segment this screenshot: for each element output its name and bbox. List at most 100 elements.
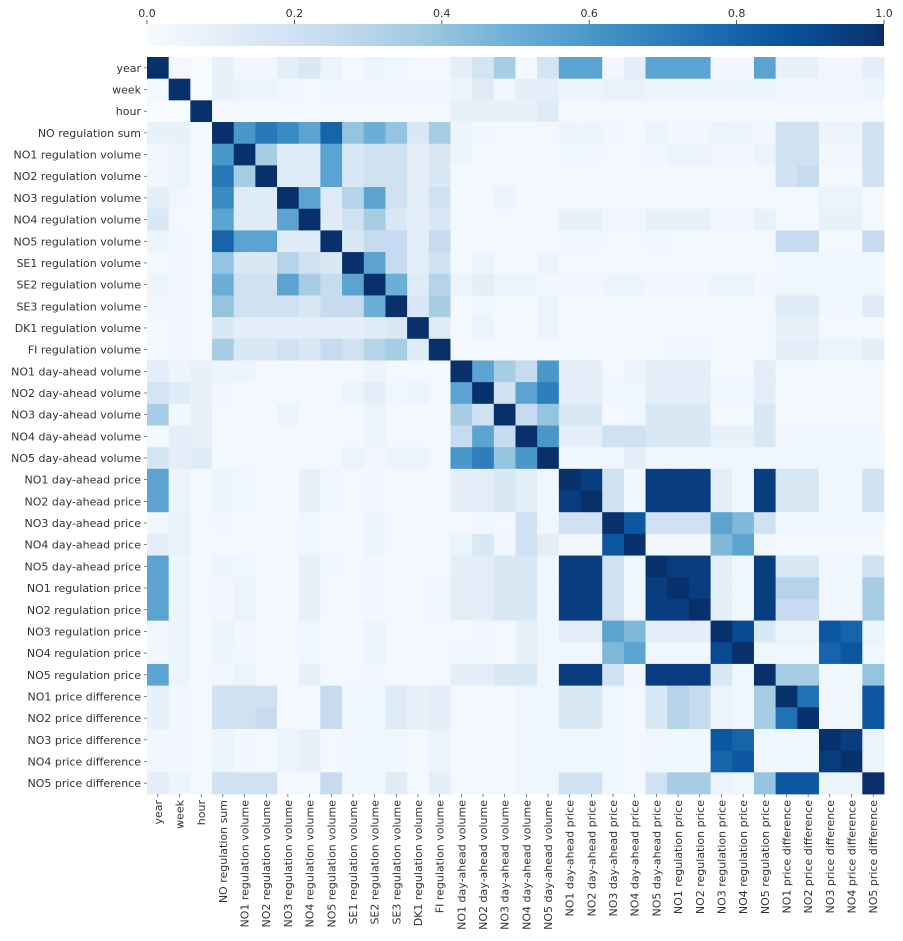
y-tick-label-no2-day-ahead-price: NO2 day-ahead price — [25, 495, 142, 508]
heatmap-cell — [710, 100, 733, 123]
heatmap-cell — [493, 577, 516, 600]
heatmap-cell — [515, 772, 538, 795]
heatmap-cell — [775, 642, 798, 665]
heatmap-cell — [775, 468, 798, 491]
heatmap-cell — [797, 252, 820, 275]
heatmap-cell — [515, 317, 538, 340]
heatmap-cell — [645, 468, 668, 491]
heatmap-cell — [407, 252, 430, 275]
heatmap-cell — [710, 78, 733, 101]
heatmap-cell — [558, 100, 581, 123]
heatmap-cell — [233, 533, 256, 556]
heatmap-cell — [732, 208, 755, 231]
heatmap-cell — [645, 555, 668, 578]
heatmap-cell — [298, 663, 321, 687]
heatmap-cell — [515, 468, 538, 491]
heatmap-cell — [320, 512, 343, 535]
heatmap-cell — [840, 468, 863, 491]
heatmap-cell — [753, 468, 777, 491]
heatmap-cell — [298, 252, 321, 275]
heatmap-cell — [320, 620, 343, 643]
heatmap-cell — [320, 187, 343, 210]
heatmap-cell — [688, 620, 711, 643]
heatmap-cell — [775, 555, 798, 578]
heatmap-cell — [407, 772, 430, 795]
heatmap-cell — [623, 252, 646, 275]
heatmap-cell — [168, 750, 191, 773]
heatmap-cell — [602, 425, 625, 448]
y-tick-label-no2-day-ahead-volume: NO2 day-ahead volume — [11, 387, 141, 400]
heatmap-cell — [818, 468, 842, 491]
heatmap-cell — [298, 642, 321, 665]
heatmap-cell — [862, 598, 885, 621]
heatmap-cell — [840, 252, 863, 275]
heatmap-cell — [342, 230, 365, 253]
heatmap-cell — [385, 230, 408, 253]
heatmap-cell — [450, 360, 473, 383]
heatmap-cell — [212, 317, 235, 340]
heatmap-cell — [623, 663, 646, 687]
heatmap-cell — [840, 447, 863, 470]
heatmap-cell — [190, 78, 213, 101]
heatmap-cell — [472, 707, 495, 730]
heatmap-cell — [645, 577, 668, 600]
heatmap-cell — [342, 490, 365, 513]
heatmap-cell — [753, 663, 777, 687]
y-tick-label-no2-regulation-price: NO2 regulation price — [27, 604, 141, 617]
heatmap-cell — [168, 382, 191, 405]
heatmap-cell — [385, 425, 408, 448]
heatmap-cell — [862, 143, 885, 166]
heatmap-cell — [298, 57, 321, 80]
heatmap-cell — [233, 555, 256, 578]
heatmap-cell — [342, 533, 365, 556]
x-tick-label-no1-regulation-price: NO1 regulation price — [672, 800, 685, 914]
heatmap-cell — [407, 533, 430, 556]
colorbar-gradient — [147, 24, 884, 46]
heatmap-cell — [233, 360, 256, 383]
heatmap-cell — [363, 230, 386, 253]
heatmap-cell — [147, 577, 170, 600]
heatmap-cell — [472, 772, 495, 795]
heatmap-cell — [493, 317, 516, 340]
heatmap-cell — [580, 642, 603, 665]
heatmap-cell — [753, 143, 777, 166]
heatmap-cell — [732, 642, 755, 665]
heatmap-cell — [407, 360, 430, 383]
heatmap-cell — [818, 230, 842, 253]
heatmap-cell — [233, 598, 256, 621]
heatmap-cell — [602, 252, 625, 275]
heatmap-cell — [168, 598, 191, 621]
heatmap-cell — [667, 685, 690, 708]
y-tick-label-no4-regulation-volume: NO4 regulation volume — [14, 214, 142, 227]
heatmap-cell — [623, 490, 646, 513]
heatmap-cell — [537, 403, 560, 426]
heatmap-cell — [732, 165, 755, 188]
heatmap-cell — [190, 772, 213, 795]
heatmap-cell — [407, 338, 430, 361]
heatmap-cell — [407, 447, 430, 470]
heatmap-cell — [688, 187, 711, 210]
heatmap-cell — [472, 143, 495, 166]
y-tick-label-no3-price-difference: NO3 price difference — [28, 734, 142, 747]
heatmap-cell — [342, 382, 365, 405]
heatmap-cell — [623, 230, 646, 253]
heatmap-cell — [320, 403, 343, 426]
heatmap-cell — [667, 447, 690, 470]
heatmap-cell — [147, 620, 170, 643]
heatmap-cell — [710, 338, 733, 361]
heatmap-cell — [688, 165, 711, 188]
heatmap-cell — [732, 533, 755, 556]
heatmap-cell — [472, 122, 495, 145]
heatmap-cell — [277, 165, 300, 188]
heatmap-cell — [623, 642, 646, 665]
heatmap-cell — [147, 208, 170, 231]
heatmap-cell — [320, 490, 343, 513]
heatmap-cell — [558, 750, 581, 773]
heatmap-cell — [602, 685, 625, 708]
heatmap-cell — [623, 447, 646, 470]
heatmap-cell — [277, 620, 300, 643]
heatmap-cell — [710, 57, 733, 80]
heatmap-cell — [168, 555, 191, 578]
heatmap-cell — [320, 295, 343, 318]
heatmap-cell — [493, 122, 516, 145]
